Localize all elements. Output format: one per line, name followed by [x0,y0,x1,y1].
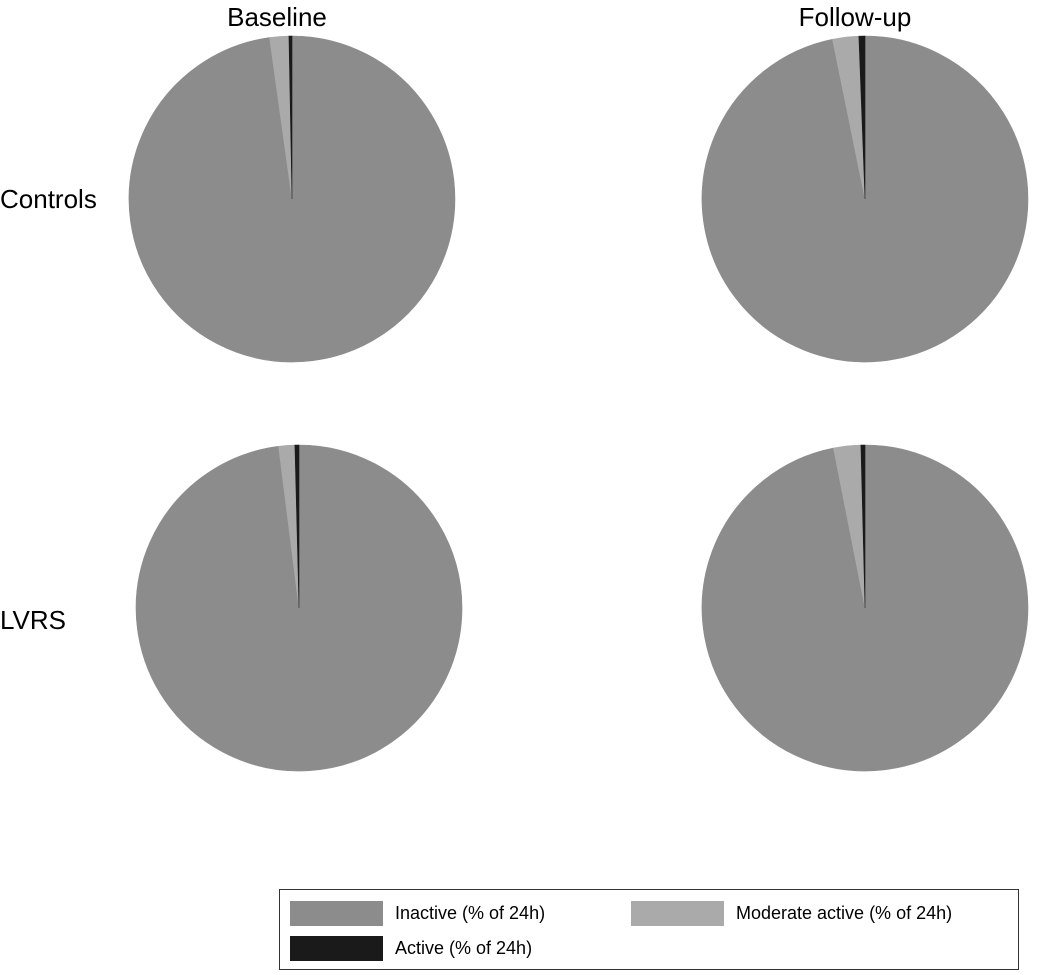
row-label-lvrs: LVRS [0,605,66,635]
pie-controls-baseline-slice-active [288,35,293,200]
legend-swatch-inactive [290,901,383,926]
pie-lvrs-baseline-slice-active [294,444,300,609]
legend-label-inactive: Inactive (% of 24h) [395,903,546,923]
legend-label-moderate-active: Moderate active (% of 24h) [736,903,953,923]
legend: Inactive (% of 24h) Moderate active (% o… [279,889,1019,970]
legend-label-active: Active (% of 24h) [395,938,533,958]
legend-swatch-active [290,936,383,961]
pie-chart-grid [128,35,1029,772]
column-title-baseline: Baseline [227,2,327,32]
pie-lvrs-follow-up [701,444,1029,772]
legend-item-inactive: Inactive (% of 24h) [290,901,545,926]
pie-controls-baseline [128,35,456,363]
legend-swatch-moderate-active [631,901,724,926]
row-label-controls: Controls [0,184,97,214]
pie-lvrs-follow-up-slice-active [860,444,866,609]
pie-controls-follow-up [701,35,1029,363]
pie-controls-follow-up-slice-active [858,35,866,200]
legend-item-moderate-active: Moderate active (% of 24h) [631,901,952,926]
legend-item-active: Active (% of 24h) [290,936,532,961]
column-title-follow-up: Follow-up [798,2,912,32]
pie-lvrs-baseline [135,444,463,772]
